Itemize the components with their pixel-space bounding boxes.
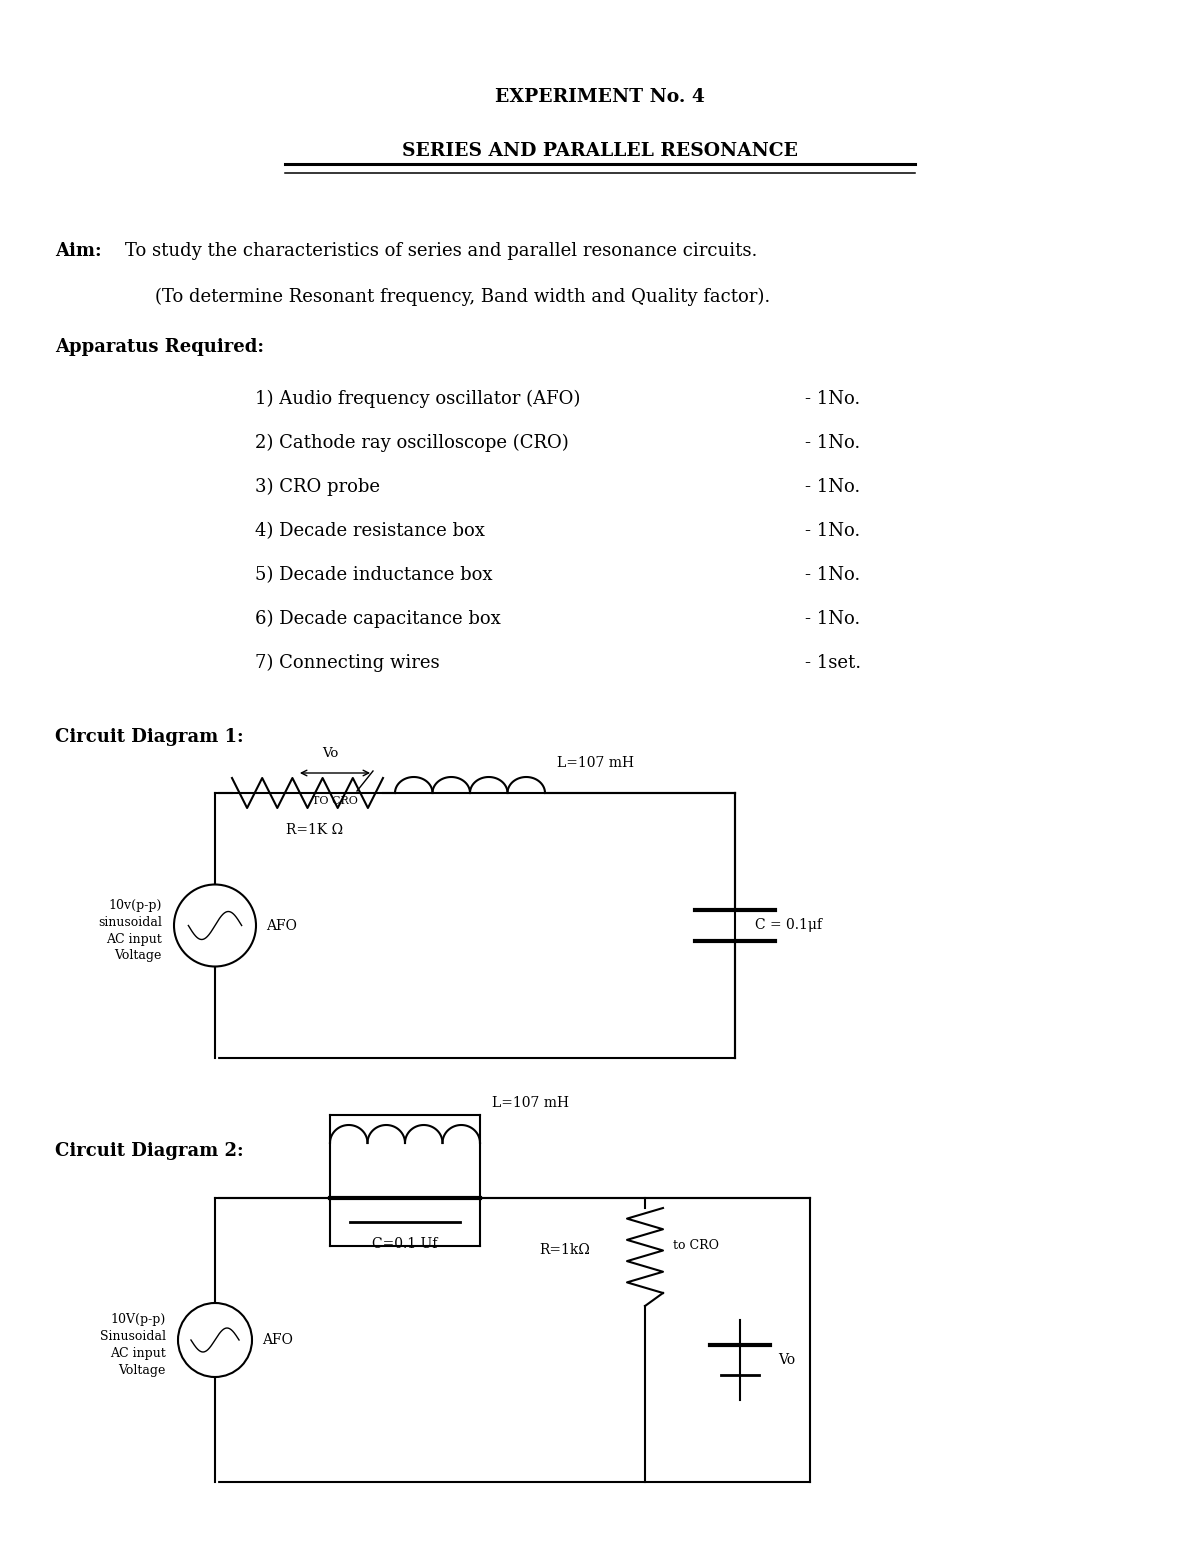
Text: - 1No.: - 1No.: [805, 565, 860, 584]
Text: L=107 mH: L=107 mH: [557, 756, 634, 770]
Text: 10V(p-p)
Sinusoidal
AC input
Voltage: 10V(p-p) Sinusoidal AC input Voltage: [100, 1312, 166, 1378]
Text: Apparatus Required:: Apparatus Required:: [55, 339, 264, 356]
Text: AFO: AFO: [262, 1332, 293, 1346]
Text: To study the characteristics of series and parallel resonance circuits.: To study the characteristics of series a…: [125, 242, 757, 259]
Text: C=0.1 Uf: C=0.1 Uf: [372, 1238, 438, 1252]
Text: - 1No.: - 1No.: [805, 522, 860, 540]
Text: Circuit Diagram 1:: Circuit Diagram 1:: [55, 728, 244, 745]
Text: Aim:: Aim:: [55, 242, 102, 259]
Text: L=107 mH: L=107 mH: [492, 1096, 569, 1110]
Text: R=1kΩ: R=1kΩ: [539, 1244, 590, 1258]
Text: 2) Cathode ray oscilloscope (CRO): 2) Cathode ray oscilloscope (CRO): [254, 433, 569, 452]
Text: 6) Decade capacitance box: 6) Decade capacitance box: [254, 610, 500, 629]
Text: 3) CRO probe: 3) CRO probe: [254, 478, 380, 497]
Text: (To determine Resonant frequency, Band width and Quality factor).: (To determine Resonant frequency, Band w…: [155, 287, 770, 306]
Text: Vo: Vo: [322, 747, 338, 759]
Text: - 1No.: - 1No.: [805, 478, 860, 495]
Text: - 1No.: - 1No.: [805, 610, 860, 627]
Text: TO CRO: TO CRO: [312, 797, 358, 806]
Text: AFO: AFO: [266, 918, 296, 932]
Text: C = 0.1μf: C = 0.1μf: [755, 918, 822, 932]
Text: - 1set.: - 1set.: [805, 654, 862, 672]
Circle shape: [178, 1303, 252, 1378]
Text: Circuit Diagram 2:: Circuit Diagram 2:: [55, 1141, 244, 1160]
Text: 5) Decade inductance box: 5) Decade inductance box: [254, 565, 492, 584]
Text: - 1No.: - 1No.: [805, 390, 860, 408]
Text: EXPERIMENT No. 4: EXPERIMENT No. 4: [496, 89, 704, 106]
Text: 1) Audio frequency oscillator (AFO): 1) Audio frequency oscillator (AFO): [254, 390, 581, 408]
Text: to CRO: to CRO: [673, 1239, 719, 1252]
Text: 7) Connecting wires: 7) Connecting wires: [254, 654, 439, 672]
Text: - 1No.: - 1No.: [805, 433, 860, 452]
Text: Vo: Vo: [778, 1353, 796, 1367]
Text: SERIES AND PARALLEL RESONANCE: SERIES AND PARALLEL RESONANCE: [402, 141, 798, 160]
Text: 10v(p-p)
sinusoidal
AC input
Voltage: 10v(p-p) sinusoidal AC input Voltage: [98, 899, 162, 963]
Circle shape: [174, 885, 256, 966]
Text: 4) Decade resistance box: 4) Decade resistance box: [254, 522, 485, 540]
Text: R=1K Ω: R=1K Ω: [287, 823, 343, 837]
